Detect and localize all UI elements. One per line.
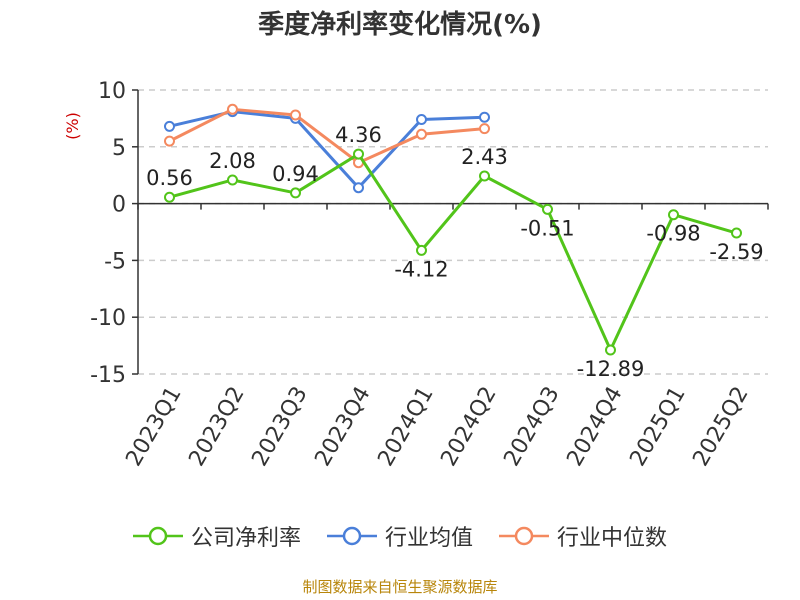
data-label: 0.56 (146, 166, 193, 190)
series-lines (164, 103, 742, 356)
source-note: 制图数据来自恒生聚源数据库 (302, 578, 498, 596)
data-point (353, 148, 364, 160)
data-label: -0.51 (520, 216, 574, 240)
data-label: 4.36 (335, 123, 382, 147)
x-tick-label: 2024Q2 (436, 383, 501, 471)
chart-title: 季度净利率变化情况(%) (258, 10, 542, 40)
data-point (164, 191, 175, 203)
data-point (353, 182, 364, 194)
legend-label: 行业中位数 (557, 526, 668, 551)
legend-label: 行业均值 (384, 526, 473, 551)
series-line-0 (169, 152, 737, 352)
y-tick-label: -5 (104, 249, 126, 274)
legend: 公司净利率 行业均值 行业中位数 (0, 520, 800, 552)
data-point (479, 170, 490, 182)
data-point (164, 120, 175, 132)
data-point (290, 187, 301, 199)
x-tick-label: 2025Q1 (625, 383, 690, 471)
data-point (416, 128, 427, 140)
data-label: 2.43 (461, 145, 508, 169)
data-label: -4.12 (394, 257, 448, 281)
data-point (164, 135, 175, 147)
data-label: -12.89 (577, 357, 645, 381)
legend-label: 公司净利率 (190, 526, 301, 551)
data-point (605, 344, 616, 356)
data-point (668, 209, 679, 221)
data-point (290, 109, 301, 121)
x-tick-label: 2025Q2 (688, 383, 753, 471)
x-tick-label: 2023Q4 (310, 383, 375, 471)
x-tick-label: 2024Q1 (373, 383, 438, 471)
data-label: 0.94 (272, 162, 319, 186)
data-label: -2.59 (709, 240, 763, 264)
data-point (416, 244, 427, 256)
data-label: 2.08 (209, 149, 256, 173)
data-point (731, 227, 742, 239)
data-point (542, 203, 553, 215)
data-label: -0.98 (646, 222, 700, 246)
x-tick-label: 2023Q2 (184, 383, 249, 471)
legend-item-industry-mean[interactable]: 行业均值 (326, 520, 473, 552)
x-tick-label: 2024Q3 (499, 383, 564, 471)
y-tick-label: -10 (90, 306, 126, 331)
data-point (227, 174, 238, 186)
data-point (227, 103, 238, 115)
y-tick-label: 0 (112, 193, 126, 218)
legend-marker-icon (326, 526, 377, 546)
x-tick-label: 2023Q1 (121, 383, 186, 471)
data-point (479, 111, 490, 123)
legend-marker-icon (499, 526, 549, 546)
legend-item-industry-median[interactable]: 行业中位数 (499, 520, 667, 552)
y-axis-label: (%) (63, 112, 82, 140)
series-line-2 (168, 107, 485, 165)
y-tick-label: 5 (112, 136, 126, 161)
data-point (416, 114, 427, 126)
data-labels: 0.56 2.08 0.94 4.36 -4.12 2.43 -0.51 -12.89 -0.9… (146, 123, 764, 381)
data-point (479, 123, 490, 135)
legend-item-company[interactable]: 公司净利率 (132, 520, 301, 552)
legend-marker-icon (132, 526, 183, 546)
x-tick-label: 2024Q4 (562, 383, 627, 471)
x-tick-label: 2023Q3 (247, 383, 312, 471)
y-tick-label: 10 (98, 79, 126, 104)
y-tick-label: -15 (90, 363, 126, 388)
